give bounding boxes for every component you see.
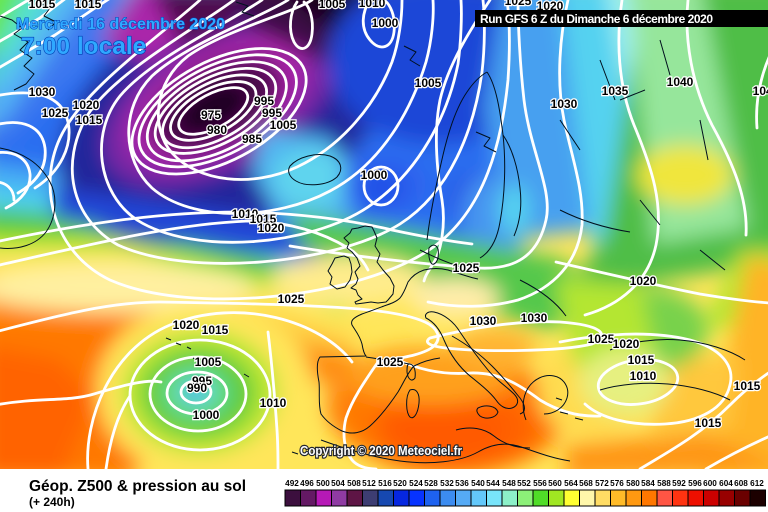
svg-text:528: 528 xyxy=(424,479,438,488)
svg-text:1005: 1005 xyxy=(195,355,222,369)
svg-text:1025: 1025 xyxy=(377,355,404,369)
svg-text:1005: 1005 xyxy=(319,0,346,11)
svg-text:1015: 1015 xyxy=(76,113,103,127)
svg-text:Mercredi 16 décembre 2020: Mercredi 16 décembre 2020 xyxy=(16,16,225,33)
svg-text:Run GFS 6 Z du Dimanche 6 déce: Run GFS 6 Z du Dimanche 6 décembre 2020 xyxy=(480,12,713,26)
svg-text:516: 516 xyxy=(378,479,392,488)
svg-text:1020: 1020 xyxy=(258,221,285,235)
svg-text:1015: 1015 xyxy=(628,353,655,367)
svg-text:(+ 240h): (+ 240h) xyxy=(29,495,75,509)
svg-text:1005: 1005 xyxy=(270,118,297,132)
svg-text:604: 604 xyxy=(719,479,733,488)
svg-text:544: 544 xyxy=(486,479,500,488)
svg-text:500: 500 xyxy=(316,479,330,488)
svg-text:1000: 1000 xyxy=(372,16,399,30)
svg-text:1000: 1000 xyxy=(193,408,220,422)
svg-text:560: 560 xyxy=(548,479,562,488)
svg-text:576: 576 xyxy=(610,479,624,488)
svg-text:504: 504 xyxy=(331,479,345,488)
svg-text:1010: 1010 xyxy=(359,0,386,10)
svg-text:1015: 1015 xyxy=(202,323,229,337)
svg-text:995: 995 xyxy=(192,374,212,388)
svg-text:1025: 1025 xyxy=(453,261,480,275)
svg-text:592: 592 xyxy=(672,479,686,488)
svg-text:508: 508 xyxy=(347,479,361,488)
svg-text:1025: 1025 xyxy=(588,332,615,346)
svg-text:1005: 1005 xyxy=(415,76,442,90)
svg-text:1025: 1025 xyxy=(278,292,305,306)
svg-text:1045: 1045 xyxy=(753,84,768,98)
svg-text:548: 548 xyxy=(502,479,516,488)
svg-text:580: 580 xyxy=(626,479,640,488)
svg-text:1010: 1010 xyxy=(260,396,287,410)
svg-text:1000: 1000 xyxy=(361,168,388,182)
svg-text:980: 980 xyxy=(207,123,227,137)
svg-text:556: 556 xyxy=(533,479,547,488)
svg-text:584: 584 xyxy=(641,479,655,488)
svg-text:1015: 1015 xyxy=(734,379,761,393)
svg-text:975: 975 xyxy=(201,108,221,122)
svg-text:1025: 1025 xyxy=(505,0,532,8)
svg-text:552: 552 xyxy=(517,479,531,488)
svg-text:1030: 1030 xyxy=(470,314,497,328)
svg-text:1010: 1010 xyxy=(232,207,259,221)
svg-text:612: 612 xyxy=(750,479,764,488)
svg-text:536: 536 xyxy=(455,479,469,488)
svg-text:1035: 1035 xyxy=(602,84,629,98)
svg-text:Géop. Z500 & pression au sol: Géop. Z500 & pression au sol xyxy=(29,478,246,495)
svg-text:1010: 1010 xyxy=(630,369,657,383)
svg-text:995: 995 xyxy=(254,94,274,108)
svg-text:985: 985 xyxy=(242,132,262,146)
svg-text:492: 492 xyxy=(285,479,299,488)
svg-text:496: 496 xyxy=(300,479,314,488)
svg-text:1015: 1015 xyxy=(29,0,56,11)
svg-text:7:00 locale: 7:00 locale xyxy=(21,33,146,60)
svg-text:1020: 1020 xyxy=(630,274,657,288)
svg-text:608: 608 xyxy=(734,479,748,488)
svg-text:1015: 1015 xyxy=(695,416,722,430)
svg-text:520: 520 xyxy=(393,479,407,488)
svg-text:1020: 1020 xyxy=(73,98,100,112)
svg-text:512: 512 xyxy=(362,479,376,488)
svg-text:995: 995 xyxy=(262,106,282,120)
svg-text:524: 524 xyxy=(409,479,423,488)
svg-text:1015: 1015 xyxy=(250,212,277,226)
svg-text:1025: 1025 xyxy=(42,106,69,120)
svg-text:588: 588 xyxy=(657,479,671,488)
svg-text:568: 568 xyxy=(579,479,593,488)
svg-text:1040: 1040 xyxy=(667,75,694,89)
svg-text:572: 572 xyxy=(595,479,609,488)
svg-text:990: 990 xyxy=(187,381,207,395)
svg-text:1030: 1030 xyxy=(551,97,578,111)
svg-text:564: 564 xyxy=(564,479,578,488)
svg-text:1030: 1030 xyxy=(521,311,548,325)
svg-text:600: 600 xyxy=(703,479,717,488)
svg-text:596: 596 xyxy=(688,479,702,488)
svg-text:532: 532 xyxy=(440,479,454,488)
svg-text:1020: 1020 xyxy=(613,337,640,351)
svg-text:Copyright © 2020 Meteociel.fr: Copyright © 2020 Meteociel.fr xyxy=(300,444,462,458)
svg-text:1015: 1015 xyxy=(75,0,102,11)
svg-text:1030: 1030 xyxy=(29,85,56,99)
svg-text:1020: 1020 xyxy=(173,318,200,332)
svg-text:540: 540 xyxy=(471,479,485,488)
